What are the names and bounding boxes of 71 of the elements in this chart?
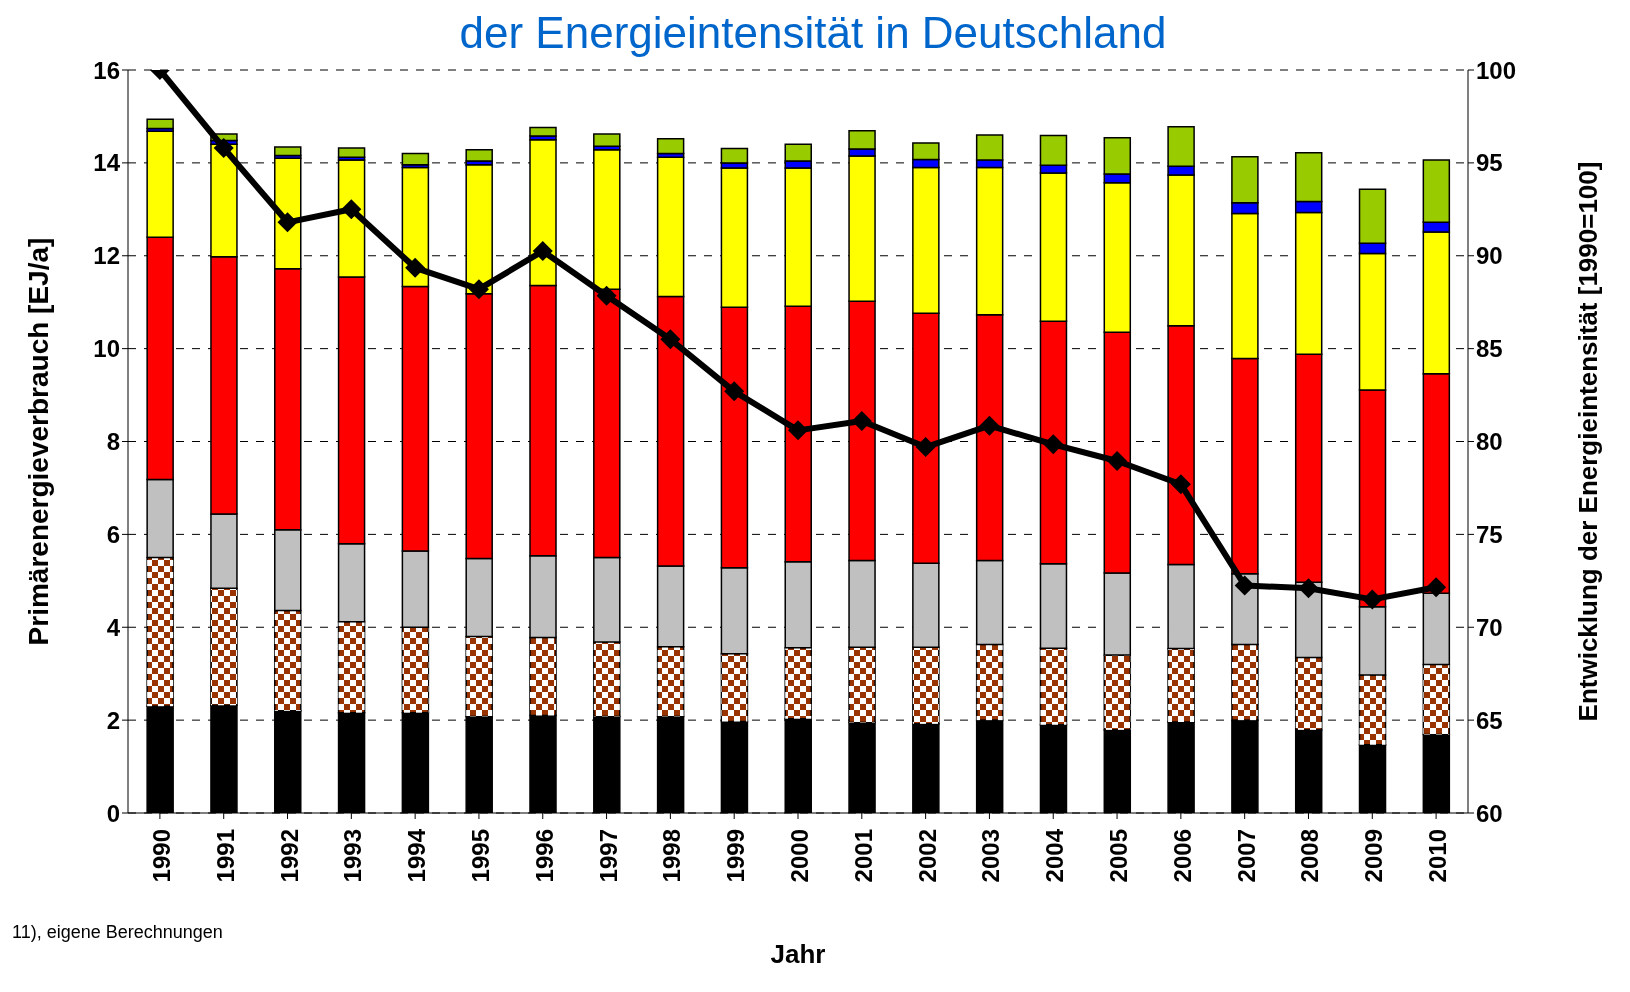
x-axis-title: Jahr: [770, 939, 826, 969]
y-tick-label: 2: [106, 706, 120, 734]
point: [405, 257, 426, 278]
y-tick-label: 12: [93, 242, 120, 270]
point: [915, 437, 936, 458]
point: [596, 285, 617, 306]
x-tick-label: 2000: [786, 829, 813, 883]
point: [1362, 589, 1383, 610]
chart-title: der Energieintensität in Deutschland: [458, 8, 1168, 58]
y-tick-label: 0: [106, 799, 120, 827]
x-tick-label: 2008: [1296, 829, 1324, 883]
x-tick-label: 2009: [1360, 829, 1388, 883]
x-tick-label: 1999: [722, 829, 750, 883]
x-tick-label: 1993: [339, 829, 367, 883]
y2-tick-label: 95: [1476, 149, 1503, 177]
x-tick-label: 2010: [1424, 829, 1452, 883]
y2-tick-label: 85: [1476, 335, 1503, 363]
text: 11), eigene Berechnungen: [12, 922, 223, 943]
point: [724, 381, 745, 402]
point: [1107, 451, 1128, 471]
x-tick-label: 2001: [849, 829, 877, 883]
x-tick-label: 2002: [913, 829, 941, 883]
y2-tick-label: 90: [1476, 242, 1503, 270]
bar: [337, 147, 366, 159]
x-tick-label: 1998: [658, 829, 686, 883]
point: [1426, 577, 1447, 598]
y2-axis-title: Entwicklung der Energieintensität [1990=100]: [1573, 161, 1604, 722]
y-axis-title: Primärenergieverbrauch [EJ/a]: [22, 237, 54, 646]
point: [851, 411, 872, 432]
y-tick-label: 10: [93, 335, 120, 363]
point: [468, 279, 489, 300]
x-tick-label: 2007: [1232, 829, 1260, 883]
point: [788, 420, 808, 441]
bar: [274, 146, 302, 157]
y-tick-label: 8: [106, 428, 120, 456]
x-tick-label: 2003: [977, 829, 1005, 883]
x-tick-label: 1994: [403, 828, 431, 883]
y-tick-label: 6: [106, 520, 120, 548]
x-tick-label: 1990: [147, 829, 175, 883]
y2-tick-label: 80: [1476, 428, 1503, 456]
point: [1170, 474, 1191, 495]
bar: [593, 133, 621, 147]
point: [979, 415, 1000, 436]
x-tick-label: 2004: [1041, 828, 1069, 883]
bar: [465, 149, 493, 162]
point: [1043, 434, 1064, 455]
bar: [529, 126, 557, 137]
point: [277, 212, 298, 233]
x-tick-label: 1995: [466, 829, 494, 883]
y2-tick-label: 65: [1476, 706, 1503, 734]
x-tick-label: 1996: [530, 829, 558, 883]
y2-tick-label: 60: [1476, 799, 1503, 827]
x-tick-label: 1991: [211, 829, 239, 883]
y2-tick-label: 75: [1476, 520, 1503, 548]
y-tick-label: 16: [93, 56, 120, 84]
y-tick-label: 4: [106, 613, 121, 641]
point: [532, 241, 553, 262]
x-tick-label: 2006: [1168, 829, 1196, 883]
x-tick-label: 1992: [275, 829, 303, 883]
bar: [656, 137, 685, 155]
y-tick-label: 14: [93, 149, 121, 177]
point: [213, 138, 234, 159]
x-tick-label: 1997: [594, 829, 622, 883]
y2-tick-label: 70: [1476, 613, 1503, 641]
bar: [146, 118, 174, 130]
point: [341, 199, 362, 220]
point: [660, 329, 681, 350]
y2-tick-label: 100: [1476, 56, 1517, 84]
point: [1234, 575, 1255, 596]
x-tick-label: 2005: [1105, 829, 1133, 883]
point: [1298, 578, 1319, 599]
